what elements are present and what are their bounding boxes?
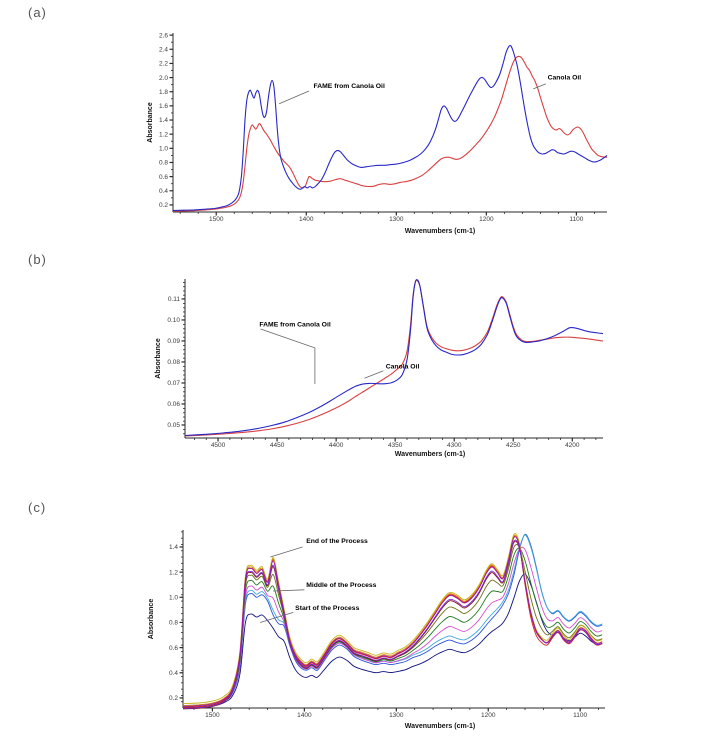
- series-line-end-spectrum: [182, 536, 603, 707]
- annotation: End of the Process: [270, 538, 368, 558]
- series-b: [184, 279, 604, 437]
- series-line-spectrum-3: [182, 573, 603, 708]
- y-axis-label: Absorbance: [147, 102, 154, 143]
- series-line-middle-spectrum: [182, 547, 603, 708]
- y-tick-label: 0.09: [167, 338, 180, 345]
- y-tick-label: 1.2: [169, 569, 178, 576]
- series-line-spectrum-2: [182, 534, 603, 706]
- y-tick-label: 1.6: [159, 103, 168, 110]
- series-line-spectrum-10: [182, 533, 603, 705]
- x-tick-label: 4350: [388, 442, 403, 449]
- annotation: Canola Oil: [364, 364, 420, 379]
- series-c: [182, 533, 603, 710]
- y-tick-label: 2.4: [159, 46, 168, 53]
- panel-label-c: (c): [28, 500, 47, 515]
- x-tick-label: 4200: [565, 442, 580, 449]
- chart-a: 1500 1400 1300 1200 1100 0.2 0.4 0.6 0.8 1.0 1.2 1.…: [147, 32, 608, 235]
- annotation-label: FAME from Canola Oil: [259, 321, 330, 328]
- y-tick-label: 0.06: [167, 401, 180, 408]
- annotation-label: FAME from Canola Oil: [313, 83, 384, 90]
- y-tick-label: 0.10: [167, 317, 180, 324]
- y-tick-label: 1.0: [159, 146, 168, 153]
- y-tick-label: 0.4: [159, 188, 168, 195]
- y-tick-label: 1.4: [159, 117, 168, 124]
- x-tick-label: 1300: [389, 216, 404, 223]
- x-tick-label: 1500: [209, 216, 224, 223]
- y-tick-label: 2.0: [159, 75, 168, 82]
- y-tick-label: 0.05: [167, 422, 180, 429]
- y-tick-label: 2.2: [159, 61, 168, 68]
- y-tick-label: 0.6: [159, 174, 168, 181]
- annotation-label: End of the Process: [306, 538, 368, 545]
- y-axis-label: Absorbance: [148, 599, 155, 640]
- series-line-spectrum-4: [182, 546, 603, 708]
- x-tick-label: 4250: [506, 442, 521, 449]
- x-axis-label: Wavenumbers (cm-1): [405, 228, 476, 235]
- y-tick-label: 0.11: [168, 296, 181, 303]
- x-tick-label: 1300: [389, 712, 404, 719]
- y-tick-label: 1.2: [159, 131, 168, 138]
- axes-c: 1500 1400 1300 1200 1100 0.2 0.4 0.6 0.8 1.0 1.2 1.…: [169, 530, 605, 719]
- y-tick-label: 1.8: [159, 89, 168, 96]
- x-tick-label: 1100: [573, 712, 587, 719]
- annotation-label: Start of the Process: [295, 605, 359, 612]
- x-axis-label: Wavenumbers (cm-1): [405, 723, 476, 730]
- y-tick-label: 0.08: [167, 359, 180, 366]
- x-tick-label: 1200: [481, 712, 496, 719]
- x-tick-label: 1400: [299, 216, 314, 223]
- annotation-label: Canola Oil: [548, 75, 582, 82]
- series-line-Canola Oil: [172, 55, 607, 212]
- y-tick-label: 0.2: [159, 202, 168, 209]
- annotation: FAME from Canola Oil: [279, 83, 385, 105]
- y-tick-label: 1.0: [169, 595, 178, 602]
- series-line-spectrum-6: [182, 544, 603, 708]
- annotation: Start of the Process: [260, 605, 360, 623]
- axes-b: 4500 4450 4400 4350 4300 4250 4200 0.05 0.06 0.07…: [167, 279, 603, 449]
- panel-label-a: (a): [28, 5, 47, 20]
- y-axis-label: Absorbance: [155, 338, 162, 379]
- x-tick-label: 4450: [270, 442, 285, 449]
- y-tick-label: 2.6: [159, 32, 168, 39]
- annotation-label: Middle of the Process: [306, 582, 376, 589]
- series-a: [172, 44, 608, 212]
- y-tick-label: 1.4: [169, 544, 178, 551]
- chart-b: 4500 4450 4400 4350 4300 4250 4200 0.05 0.06 0.07…: [155, 279, 604, 458]
- x-tick-label: 4500: [211, 442, 226, 449]
- panel-label-b: (b): [28, 252, 47, 267]
- y-tick-label: 0.07: [167, 380, 180, 387]
- x-tick-label: 1500: [205, 712, 220, 719]
- x-tick-label: 4400: [329, 442, 344, 449]
- annotation: Middle of the Process: [273, 582, 377, 592]
- axes-a: 1500 1400 1300 1200 1100 0.2 0.4 0.6 0.8 1.0 1.2 1.…: [159, 32, 607, 223]
- y-tick-label: 0.4: [169, 670, 178, 677]
- x-axis-label: Wavenumbers (cm-1): [395, 451, 466, 458]
- chart-c: 1500 1400 1300 1200 1100 0.2 0.4 0.6 0.8 1.0 1.2 1.…: [148, 530, 605, 730]
- annotation: FAME from Canola Oil: [259, 321, 331, 384]
- y-tick-label: 0.2: [169, 695, 178, 702]
- y-tick-label: 0.6: [169, 645, 178, 652]
- annotation: Canola Oil: [533, 75, 582, 90]
- series-line-FAME from Canola Oil: [184, 279, 604, 437]
- y-tick-label: 0.8: [169, 620, 178, 627]
- x-tick-label: 1200: [479, 216, 494, 223]
- series-line-Canola Oil: [184, 279, 604, 437]
- series-line-FAME from Canola Oil: [172, 44, 608, 212]
- annotation-label: Canola Oil: [386, 364, 420, 371]
- x-tick-label: 1100: [569, 216, 583, 223]
- x-tick-label: 1400: [297, 712, 312, 719]
- x-tick-label: 4300: [447, 442, 462, 449]
- y-tick-label: 0.8: [159, 160, 168, 167]
